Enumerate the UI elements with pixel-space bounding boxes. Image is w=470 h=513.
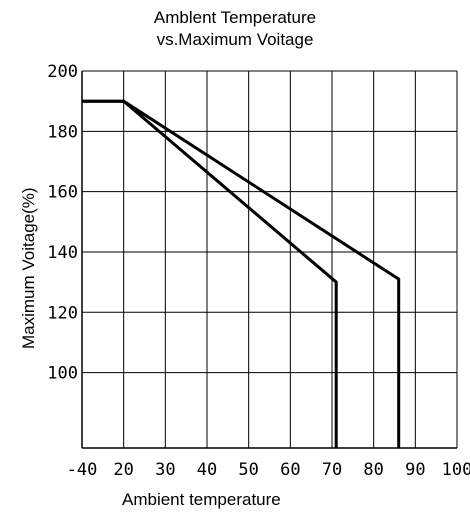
chart-title-line-2: vs.Maximum Voitage bbox=[156, 30, 314, 49]
chart-title-line-1: Amblent Temperature bbox=[153, 8, 317, 27]
x-tick-label: 30 bbox=[155, 460, 175, 480]
x-tick-label: -40 bbox=[67, 460, 98, 480]
y-tick-label: 200 bbox=[47, 62, 78, 82]
x-tick-label: 50 bbox=[238, 460, 258, 480]
x-tick-label: 90 bbox=[405, 460, 425, 480]
x-tick-label: 80 bbox=[363, 460, 383, 480]
y-tick-label: 160 bbox=[47, 183, 78, 203]
x-tick-label: 70 bbox=[322, 460, 342, 480]
x-axis-title: Ambient temperature bbox=[122, 490, 281, 509]
x-tick-label: 40 bbox=[197, 460, 217, 480]
x-tick-label: 60 bbox=[280, 460, 300, 480]
y-tick-label: 140 bbox=[47, 243, 78, 263]
grid bbox=[81, 70, 458, 449]
series-group bbox=[82, 99, 401, 448]
tick-labels: -40 20 30 40 50 60 70 80 90 100 100 120 140 160 180 200 bbox=[47, 62, 470, 480]
y-tick-label: 120 bbox=[47, 303, 78, 323]
x-tick-label: 100 bbox=[442, 460, 470, 480]
x-tick-label: 20 bbox=[113, 460, 133, 480]
y-tick-label: 180 bbox=[47, 122, 78, 142]
series-line-2 bbox=[82, 99, 401, 448]
y-tick-label: 100 bbox=[47, 364, 78, 384]
y-axis-title: Maximum Voitage(%) bbox=[19, 187, 38, 349]
series-line-1 bbox=[82, 99, 338, 448]
